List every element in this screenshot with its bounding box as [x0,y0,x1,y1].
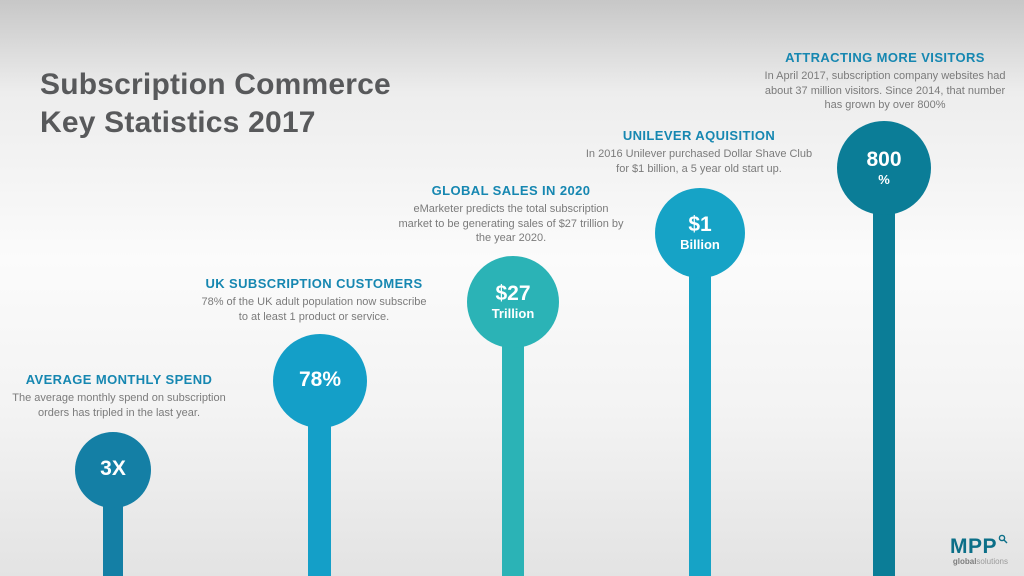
lollipop-bubble: $27 Trillion [467,256,559,348]
stat-value: $27 [495,282,531,306]
mpp-logo-subtext-bold: global [952,557,977,566]
page-title: Subscription Commerce Key Statistics 201… [40,66,391,142]
lollipop-bubble: 800 % [837,121,931,215]
lollipop-stem [502,302,524,576]
lollipop-bubble: $1 Billion [655,188,745,278]
stat-text: ATTRACTING MORE VISITORS In April 2017, … [759,50,1011,113]
lollipop-bubble: 78% [273,334,367,428]
stat-heading: GLOBAL SALES IN 2020 [431,183,591,198]
stat-body: eMarketer predicts the total subscriptio… [398,203,624,245]
stat-body: 78% of the UK adult population now subsc… [201,296,427,323]
mpp-logo-subtext-light: solutions [976,557,1008,566]
stat-text: UNILEVER AQUISITION In 2016 Unilever pur… [579,128,819,176]
stat-value-sub: Trillion [491,306,535,322]
page-title-line2: Key Statistics 2017 [40,106,316,139]
stat-heading: UNILEVER AQUISITION [622,128,776,143]
stat-text: AVERAGE MONTHLY SPEND The average monthl… [8,372,230,420]
stat-body: In April 2017, subscription company webs… [764,70,1006,112]
stat-heading: ATTRACTING MORE VISITORS [785,50,985,65]
magnifier-icon [998,534,1008,544]
stat-value: 800 [866,148,902,172]
stat-value: 3X [100,457,126,481]
stat-heading: AVERAGE MONTHLY SPEND [25,372,213,387]
stat-value: $1 [688,213,712,237]
lollipop-stem [689,233,711,576]
stat-body: The average monthly spend on subscriptio… [12,392,226,419]
page-title-line1: Subscription Commerce [40,68,391,101]
lollipop-bubble: 3X [75,432,151,508]
stat-text: GLOBAL SALES IN 2020 eMarketer predicts … [396,183,626,246]
mpp-logo-text: MPP [949,535,997,558]
mpp-logo-subtext: globalsolutions [950,558,1008,566]
stat-body: In 2016 Unilever purchased Dollar Shave … [585,148,813,175]
stat-value-sub: Billion [680,237,720,253]
stat-value-sub: % [878,172,890,188]
mpp-logo: MPP globalsolutions [949,534,1008,566]
stat-text: UK SUBSCRIPTION CUSTOMERS 78% of the UK … [196,276,432,324]
lollipop-stem [308,381,331,576]
lollipop-stem [873,168,895,576]
mpp-logo-wordmark: MPP [949,534,1008,558]
stat-value: 78% [298,368,342,392]
stat-heading: UK SUBSCRIPTION CUSTOMERS [205,276,423,291]
